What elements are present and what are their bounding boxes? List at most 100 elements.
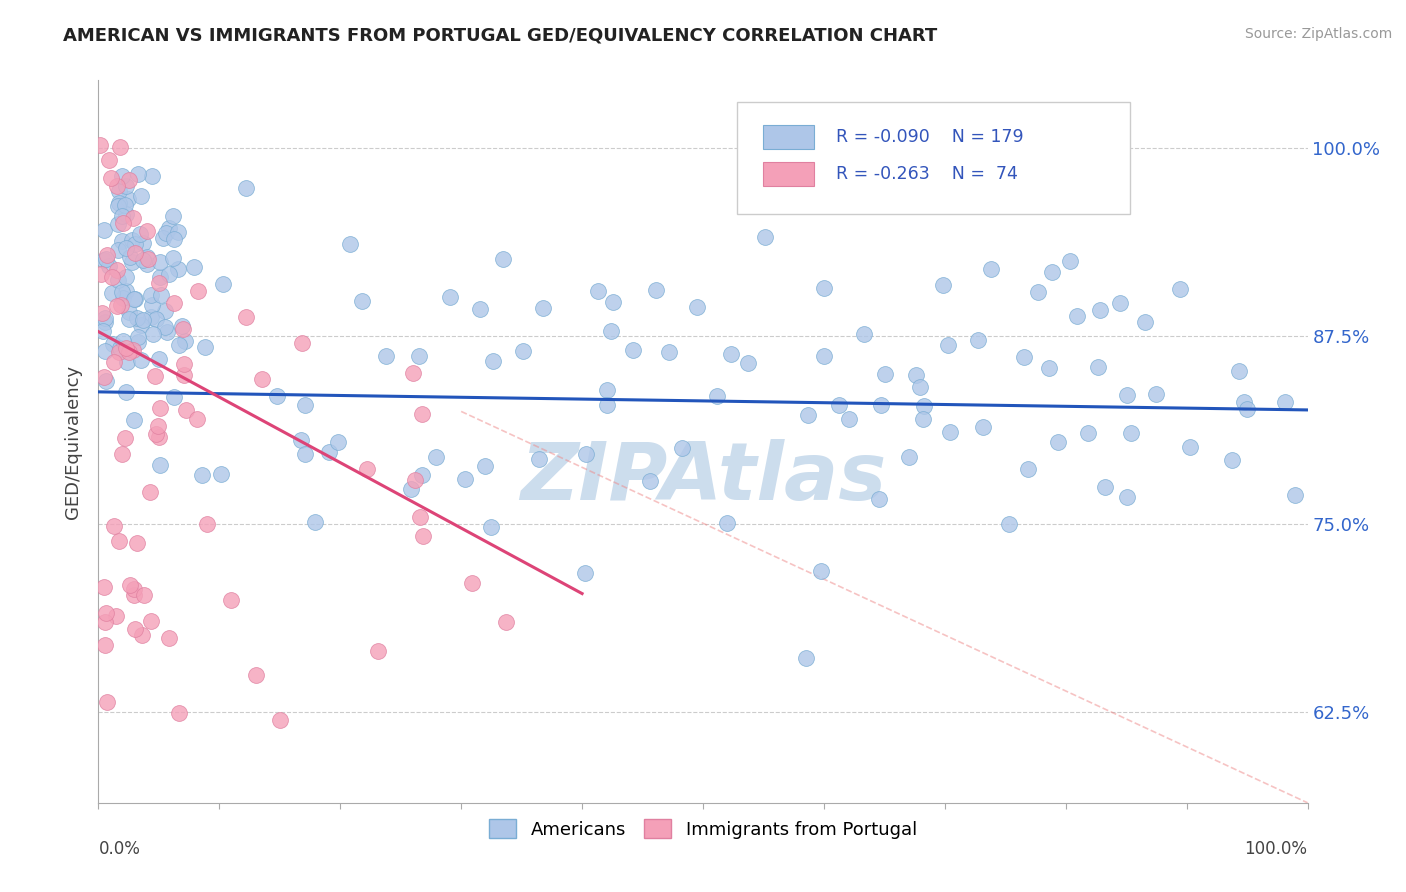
Point: [127, 330, 149, 344]
Point: [495, 615, 517, 630]
Point: [586, 285, 609, 299]
Point: [828, 398, 851, 412]
Point: [350, 294, 373, 309]
Point: [162, 209, 184, 223]
Point: [121, 211, 143, 225]
Point: [103, 519, 125, 533]
Point: [1088, 303, 1111, 318]
Point: [658, 345, 681, 359]
Point: [122, 292, 145, 306]
Point: [294, 447, 316, 461]
Point: [897, 450, 920, 464]
Y-axis label: GED/Equivalency: GED/Equivalency: [65, 365, 83, 518]
Point: [209, 467, 232, 482]
Point: [454, 472, 477, 486]
Bar: [763, 162, 814, 186]
Point: [98, 259, 121, 273]
Point: [938, 425, 960, 440]
Point: [269, 713, 291, 727]
Point: [596, 398, 619, 412]
Point: [132, 588, 155, 602]
Point: [148, 458, 170, 472]
Point: [997, 516, 1019, 531]
Point: [141, 614, 163, 628]
Point: [94, 374, 117, 388]
Text: Source: ZipAtlas.com: Source: ZipAtlas.com: [1244, 27, 1392, 41]
Point: [108, 344, 131, 359]
Point: [409, 510, 432, 524]
Point: [129, 352, 152, 367]
Point: [129, 189, 152, 203]
Point: [474, 459, 496, 474]
Point: [512, 344, 534, 359]
Point: [439, 290, 461, 304]
Point: [115, 342, 138, 356]
Point: [797, 408, 820, 422]
Point: [163, 296, 186, 310]
Point: [1026, 285, 1049, 299]
Point: [93, 315, 115, 329]
Point: [112, 291, 135, 305]
Point: [245, 668, 267, 682]
Point: [235, 310, 257, 325]
Point: [250, 371, 273, 385]
Point: [754, 230, 776, 244]
Point: [404, 473, 426, 487]
Point: [468, 301, 491, 316]
Point: [93, 369, 115, 384]
Point: [810, 565, 832, 579]
Point: [94, 311, 117, 326]
Point: [1059, 253, 1081, 268]
Legend: Americans, Immigrants from Portugal: Americans, Immigrants from Portugal: [482, 812, 924, 846]
Point: [128, 227, 150, 242]
Point: [101, 337, 124, 351]
Point: [479, 520, 502, 534]
Point: [132, 313, 155, 327]
Point: [574, 566, 596, 581]
Point: [716, 516, 738, 530]
Point: [706, 389, 728, 403]
Point: [110, 298, 132, 312]
Point: [1119, 425, 1142, 440]
Point: [115, 285, 138, 299]
Point: [107, 273, 129, 287]
Point: [91, 324, 114, 338]
Point: [131, 627, 153, 641]
Point: [108, 140, 131, 154]
Point: [980, 262, 1002, 277]
Point: [294, 398, 316, 412]
Point: [117, 192, 139, 206]
Point: [94, 607, 117, 621]
Point: [411, 407, 433, 421]
Point: [115, 178, 138, 193]
Point: [1094, 480, 1116, 494]
FancyBboxPatch shape: [737, 102, 1130, 214]
Point: [1220, 453, 1243, 467]
Point: [111, 285, 134, 300]
Text: ZIPAtlas: ZIPAtlas: [520, 439, 886, 516]
Point: [127, 167, 149, 181]
Point: [114, 384, 136, 399]
Point: [163, 232, 186, 246]
Point: [148, 351, 170, 366]
Point: [412, 528, 434, 542]
Point: [531, 301, 554, 315]
Point: [529, 452, 551, 467]
Point: [105, 608, 128, 623]
Point: [356, 462, 378, 476]
Text: R = -0.263    N =  74: R = -0.263 N = 74: [837, 165, 1018, 183]
Point: [107, 179, 129, 194]
Point: [492, 252, 515, 267]
Point: [149, 401, 172, 415]
Point: [124, 246, 146, 260]
Point: [90, 306, 112, 320]
Point: [115, 269, 138, 284]
Point: [174, 334, 197, 348]
Point: [1047, 435, 1070, 450]
Point: [190, 468, 212, 483]
Point: [115, 207, 138, 221]
Point: [132, 235, 155, 250]
Point: [167, 225, 190, 239]
Point: [111, 209, 134, 223]
Point: [111, 334, 134, 348]
